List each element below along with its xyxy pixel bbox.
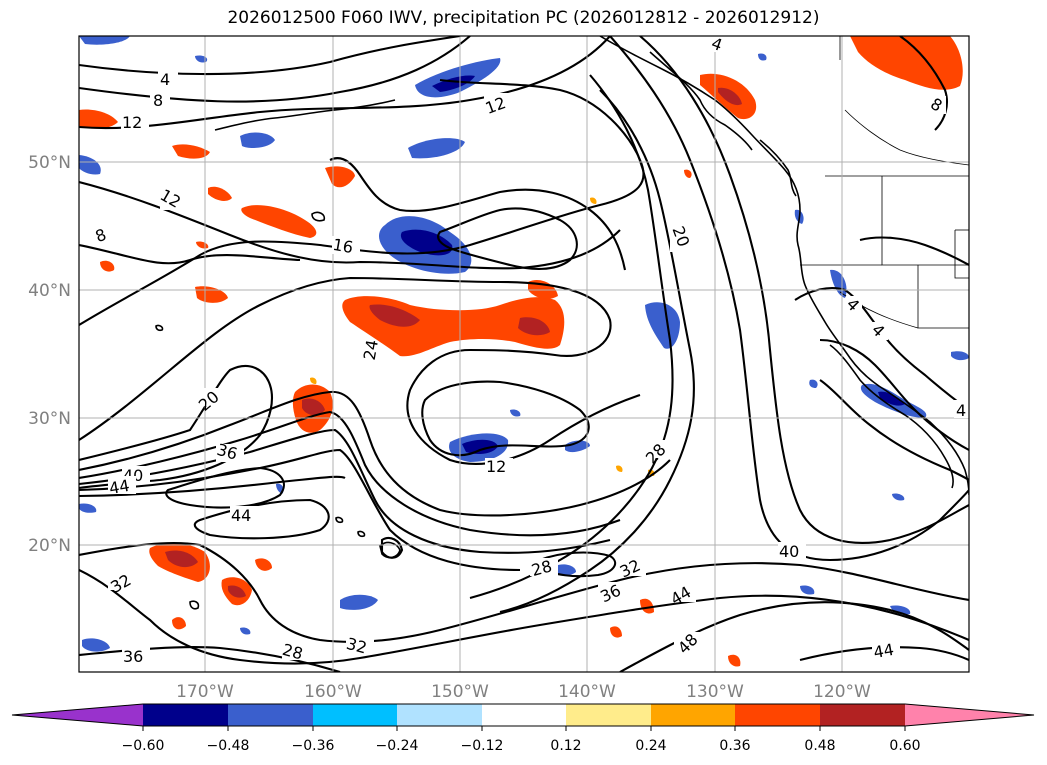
latitude-labels: 50°N 40°N 30°N 20°N	[28, 153, 71, 556]
colorbar-segment	[143, 704, 228, 726]
map-frame	[78, 35, 970, 673]
lon-label-120w: 120°W	[813, 682, 871, 702]
contour-label: 36	[215, 440, 240, 464]
lon-label-130w: 130°W	[686, 682, 744, 702]
colorbar-tick-label: −0.12	[461, 738, 504, 754]
positive-precip-patch	[342, 279, 565, 357]
lon-label-140w: 140°W	[558, 682, 616, 702]
contour-label: 40	[779, 542, 799, 561]
lon-label-150w: 150°W	[431, 682, 489, 702]
colorbar-extend-low	[12, 704, 143, 726]
contour-label: 44	[108, 476, 131, 498]
positive-precip-patch	[850, 36, 963, 90]
colorbar-tick-label: 0.24	[635, 738, 666, 754]
positive-precip-patch	[241, 205, 317, 238]
contour-label: 28	[280, 640, 305, 664]
colorbar-tick-label: 0.48	[804, 738, 835, 754]
longitude-labels: 170°W 160°W 150°W 140°W 130°W 120°W	[176, 682, 871, 702]
colorbar-segment	[313, 704, 397, 726]
negative-precip-patch	[408, 138, 465, 159]
colorbar-segment	[820, 704, 905, 726]
contour-label: 12	[486, 457, 506, 476]
colorbar: −0.60 −0.48 −0.36 −0.24 −0.12 0.12 0.24 …	[11, 703, 1035, 754]
contour-label: 28	[529, 556, 554, 580]
negative-precip-patch	[645, 302, 680, 349]
lat-label-50n: 50°N	[28, 153, 71, 173]
colorbar-tick-label: −0.60	[122, 738, 165, 754]
precip-patches	[79, 36, 969, 667]
contour-label: 32	[344, 634, 369, 658]
graticule	[79, 36, 969, 672]
lat-label-40n: 40°N	[28, 281, 71, 301]
contour-label: 4	[956, 401, 966, 420]
colorbar-tick-label: 0.36	[719, 738, 750, 754]
colorbar-segment	[482, 704, 566, 726]
contour-labels: 4 8 12 12 8 12 16 20 24 20 36 40 44	[93, 36, 969, 666]
lon-label-160w: 160°W	[304, 682, 362, 702]
contour-label: 44	[231, 506, 251, 525]
colorbar-ticks	[142, 726, 906, 731]
contour-label: 12	[122, 113, 142, 132]
colorbar-segment	[228, 704, 313, 726]
contour-label: 24	[360, 338, 382, 361]
contour-label: 36	[123, 647, 143, 666]
lat-label-30n: 30°N	[28, 409, 71, 429]
colorbar-tick-label: 0.12	[550, 738, 581, 754]
colorbar-segment	[566, 704, 651, 726]
borders	[800, 36, 969, 329]
contour-label: 16	[331, 235, 354, 257]
lat-label-20n: 20°N	[28, 536, 71, 556]
negative-precip-patch	[415, 58, 501, 98]
colorbar-tick-labels: −0.60 −0.48 −0.36 −0.24 −0.12 0.12 0.24 …	[122, 738, 921, 754]
contour-label: 4	[160, 70, 170, 89]
colorbar-tick-label: −0.48	[207, 738, 250, 754]
map-title: 2026012500 F060 IWV, precipitation PC (2…	[227, 8, 820, 28]
colorbar-segment	[651, 704, 735, 726]
contour-label: 8	[153, 91, 163, 110]
contour-label: 44	[872, 640, 895, 662]
map-area	[79, 36, 969, 672]
colorbar-segment	[397, 704, 482, 726]
colorbar-extend-high	[905, 704, 1034, 726]
colorbar-tick-label: −0.36	[292, 738, 335, 754]
colorbar-tick-label: 0.60	[889, 738, 920, 754]
negative-precip-patch	[378, 216, 472, 274]
colorbar-tick-label: −0.24	[376, 738, 419, 754]
colorbar-segment	[735, 704, 820, 726]
lon-label-170w: 170°W	[176, 682, 234, 702]
